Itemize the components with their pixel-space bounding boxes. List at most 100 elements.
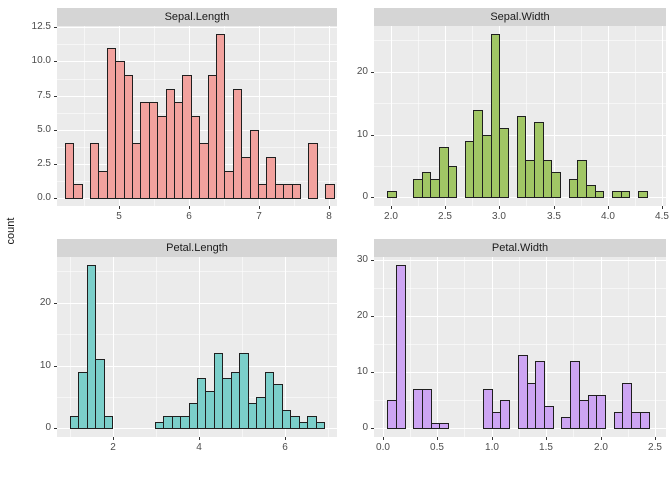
x-tick-mark xyxy=(383,437,384,440)
y-tick-mark xyxy=(54,428,57,429)
histogram-bar xyxy=(325,184,335,199)
y-tick-mark xyxy=(371,316,374,317)
facet-strip-sepal-length: Sepal.Length xyxy=(57,8,337,26)
x-major-gridline xyxy=(199,257,200,437)
x-minor-gridline xyxy=(410,257,411,437)
histogram-bar xyxy=(216,34,225,199)
x-tick-label: 5 xyxy=(116,211,122,222)
x-tick-mark xyxy=(189,206,190,209)
x-tick-label: 3.0 xyxy=(492,211,506,222)
x-tick-mark xyxy=(285,437,286,440)
facet-title-sepal-width: Sepal.Width xyxy=(490,11,550,23)
x-minor-gridline xyxy=(418,26,419,206)
x-minor-gridline xyxy=(472,26,473,206)
x-minor-gridline xyxy=(328,257,329,437)
y-tick-mark xyxy=(371,197,374,198)
x-tick-label: 1.5 xyxy=(539,442,553,453)
histogram-bar xyxy=(233,89,242,199)
y-major-gridline xyxy=(57,27,337,28)
histogram-bar xyxy=(500,400,510,429)
y-tick-label: 20 xyxy=(356,310,368,321)
x-tick-mark xyxy=(329,206,330,209)
y-tick-label: 0 xyxy=(362,422,368,433)
x-minor-gridline xyxy=(635,26,636,206)
y-minor-gridline xyxy=(57,334,337,335)
histogram-bar xyxy=(292,184,301,199)
x-tick-label: 2.0 xyxy=(384,211,398,222)
x-tick-label: 2.5 xyxy=(648,442,662,453)
histogram-bar xyxy=(396,265,406,429)
y-tick-mark xyxy=(371,372,374,373)
histogram-bar xyxy=(73,184,83,199)
histogram-bar xyxy=(483,389,493,429)
histogram-bar xyxy=(640,412,650,429)
histogram-bar xyxy=(422,389,432,429)
x-tick-mark xyxy=(119,206,120,209)
x-minor-gridline xyxy=(573,257,574,437)
histogram-bar xyxy=(250,130,259,199)
histogram-bar xyxy=(239,353,249,429)
histogram-bar xyxy=(87,265,96,429)
y-major-gridline xyxy=(374,316,666,317)
y-tick-mark xyxy=(54,27,57,28)
y-tick-mark xyxy=(371,135,374,136)
x-major-gridline xyxy=(285,257,286,437)
histogram-bar xyxy=(638,191,648,198)
x-tick-label: 4.5 xyxy=(655,211,669,222)
y-tick-label: 0 xyxy=(45,422,51,433)
x-tick-mark xyxy=(601,437,602,440)
x-tick-mark xyxy=(437,437,438,440)
x-tick-label: 8 xyxy=(326,211,332,222)
y-tick-mark xyxy=(54,198,57,199)
y-minor-gridline xyxy=(374,40,666,41)
histogram-bar xyxy=(273,384,283,429)
x-tick-mark xyxy=(608,206,609,209)
x-major-gridline xyxy=(492,257,493,437)
y-major-gridline xyxy=(57,303,337,304)
x-minor-gridline xyxy=(581,26,582,206)
x-tick-label: 7 xyxy=(256,211,262,222)
x-tick-label: 0.0 xyxy=(376,442,390,453)
y-minor-gridline xyxy=(57,44,337,45)
x-major-gridline xyxy=(601,257,602,437)
facet-strip-petal-width: Petal.Width xyxy=(374,239,666,257)
histogram-bar xyxy=(596,395,606,429)
histogram-bar xyxy=(95,359,105,429)
y-tick-label: 10 xyxy=(356,129,368,140)
y-tick-label: 20 xyxy=(356,66,368,77)
x-major-gridline xyxy=(554,26,555,206)
x-tick-label: 6 xyxy=(282,442,288,453)
x-minor-gridline xyxy=(70,257,71,437)
y-major-gridline xyxy=(57,96,337,97)
y-tick-mark xyxy=(54,366,57,367)
y-minor-gridline xyxy=(57,113,337,114)
x-minor-gridline xyxy=(294,26,295,206)
histogram-bar xyxy=(266,157,276,199)
facet-strip-sepal-width: Sepal.Width xyxy=(374,8,666,26)
x-tick-mark xyxy=(113,437,114,440)
x-major-gridline xyxy=(383,257,384,437)
histogram-bar xyxy=(387,191,397,198)
x-tick-label: 2.5 xyxy=(438,211,452,222)
histogram-bar xyxy=(448,166,457,198)
facet-title-petal-length: Petal.Length xyxy=(166,242,228,254)
histogram-bar xyxy=(595,191,604,198)
y-tick-label: 2.5 xyxy=(37,158,51,169)
histogram-bar xyxy=(622,383,632,429)
y-major-gridline xyxy=(374,72,666,73)
y-major-gridline xyxy=(374,260,666,261)
x-major-gridline xyxy=(329,26,330,206)
x-tick-mark xyxy=(499,206,500,209)
x-tick-mark xyxy=(445,206,446,209)
histogram-bar xyxy=(544,406,554,429)
x-minor-gridline xyxy=(464,257,465,437)
x-tick-mark xyxy=(546,437,547,440)
x-major-gridline xyxy=(391,26,392,206)
x-major-gridline xyxy=(437,257,438,437)
x-tick-mark xyxy=(655,437,656,440)
x-major-gridline xyxy=(259,26,260,206)
y-tick-mark xyxy=(54,164,57,165)
histogram-bar xyxy=(621,191,630,198)
histogram-bar xyxy=(499,128,509,198)
histogram-bar xyxy=(308,143,318,199)
